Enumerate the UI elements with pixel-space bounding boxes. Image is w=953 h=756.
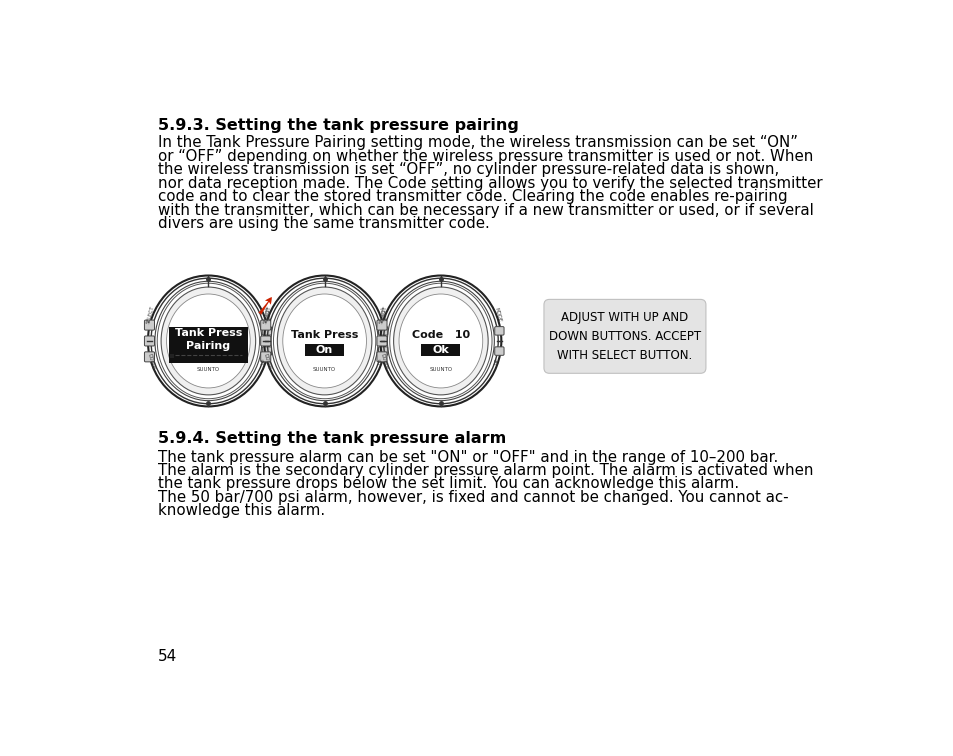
Text: SELECT: SELECT (378, 305, 388, 324)
FancyBboxPatch shape (169, 327, 248, 363)
FancyBboxPatch shape (144, 320, 154, 330)
Text: In the Tank Pressure Pairing setting mode, the wireless transmission can be set : In the Tank Pressure Pairing setting mod… (158, 135, 797, 150)
Text: ADJUST WITH UP AND
DOWN BUTTONS. ACCEPT
WITH SELECT BUTTON.: ADJUST WITH UP AND DOWN BUTTONS. ACCEPT … (548, 311, 700, 362)
Text: MODE: MODE (377, 307, 386, 323)
FancyBboxPatch shape (376, 320, 387, 330)
Text: Code   10: Code 10 (412, 330, 470, 339)
Ellipse shape (277, 287, 372, 395)
FancyBboxPatch shape (376, 336, 387, 346)
Text: divers are using the same transmitter code.: divers are using the same transmitter co… (158, 216, 489, 231)
Text: The alarm is the secondary cylinder pressure alarm point. The alarm is activated: The alarm is the secondary cylinder pres… (158, 463, 813, 478)
Text: Tank Press: Tank Press (174, 328, 242, 338)
Text: The tank pressure alarm can be set "ON" or "OFF" and in the range of 10–200 bar.: The tank pressure alarm can be set "ON" … (158, 450, 778, 464)
FancyBboxPatch shape (495, 327, 503, 335)
FancyBboxPatch shape (171, 354, 174, 358)
Ellipse shape (282, 294, 366, 388)
Text: the tank pressure drops below the set limit. You can acknowledge this alarm.: the tank pressure drops below the set li… (158, 476, 739, 491)
Text: MODE: MODE (261, 307, 270, 323)
Text: nor data reception made. The Code setting allows you to verify the selected tran: nor data reception made. The Code settin… (158, 176, 821, 191)
Text: Tank Press: Tank Press (291, 330, 358, 339)
Text: the wireless transmission is set “OFF”, no cylinder pressure-related data is sho: the wireless transmission is set “OFF”, … (158, 163, 779, 178)
Ellipse shape (398, 294, 482, 388)
FancyBboxPatch shape (260, 320, 271, 330)
FancyBboxPatch shape (305, 344, 344, 356)
Text: 5.9.3. Setting the tank pressure pairing: 5.9.3. Setting the tank pressure pairing (158, 119, 518, 134)
FancyBboxPatch shape (421, 344, 459, 356)
Text: SUUNTO: SUUNTO (196, 367, 220, 373)
Text: DOWN: DOWN (263, 353, 272, 370)
Ellipse shape (161, 287, 255, 395)
Text: Ok: Ok (432, 345, 449, 355)
Text: The 50 bar/700 psi alarm, however, is fixed and cannot be changed. You cannot ac: The 50 bar/700 psi alarm, however, is fi… (158, 490, 788, 505)
FancyBboxPatch shape (543, 299, 705, 373)
Text: with the transmitter, which can be necessary if a new transmitter or used, or if: with the transmitter, which can be neces… (158, 203, 813, 218)
Ellipse shape (167, 294, 250, 388)
FancyBboxPatch shape (378, 347, 387, 355)
Ellipse shape (394, 287, 488, 395)
Text: DOWN: DOWN (147, 353, 155, 370)
Text: 5.9.4. Setting the tank pressure alarm: 5.9.4. Setting the tank pressure alarm (158, 431, 506, 446)
Text: UP: UP (377, 358, 383, 365)
FancyBboxPatch shape (260, 336, 271, 346)
FancyBboxPatch shape (262, 327, 272, 335)
Text: UP: UP (261, 358, 267, 365)
FancyBboxPatch shape (376, 352, 387, 362)
Text: SUUNTO: SUUNTO (429, 367, 452, 373)
Text: UP: UP (493, 358, 499, 365)
FancyBboxPatch shape (495, 347, 503, 355)
FancyBboxPatch shape (144, 336, 154, 346)
Text: SELECT: SELECT (262, 305, 272, 324)
Text: On: On (315, 345, 333, 355)
Text: SELECT: SELECT (146, 305, 155, 324)
FancyBboxPatch shape (144, 352, 154, 362)
FancyBboxPatch shape (262, 347, 272, 355)
Text: DOWN: DOWN (378, 353, 388, 370)
Text: 54: 54 (158, 649, 177, 664)
Text: or “OFF” depending on whether the wireless pressure transmitter is used or not. : or “OFF” depending on whether the wirele… (158, 149, 813, 164)
Text: knowledge this alarm.: knowledge this alarm. (158, 503, 325, 519)
FancyBboxPatch shape (378, 327, 387, 335)
Text: Pairing: Pairing (186, 341, 231, 351)
Text: code and to clear the stored transmitter code. Clearing the code enables re-pair: code and to clear the stored transmitter… (158, 189, 787, 204)
Text: MODE: MODE (493, 307, 501, 323)
FancyBboxPatch shape (260, 352, 271, 362)
Text: SUUNTO: SUUNTO (313, 367, 335, 373)
